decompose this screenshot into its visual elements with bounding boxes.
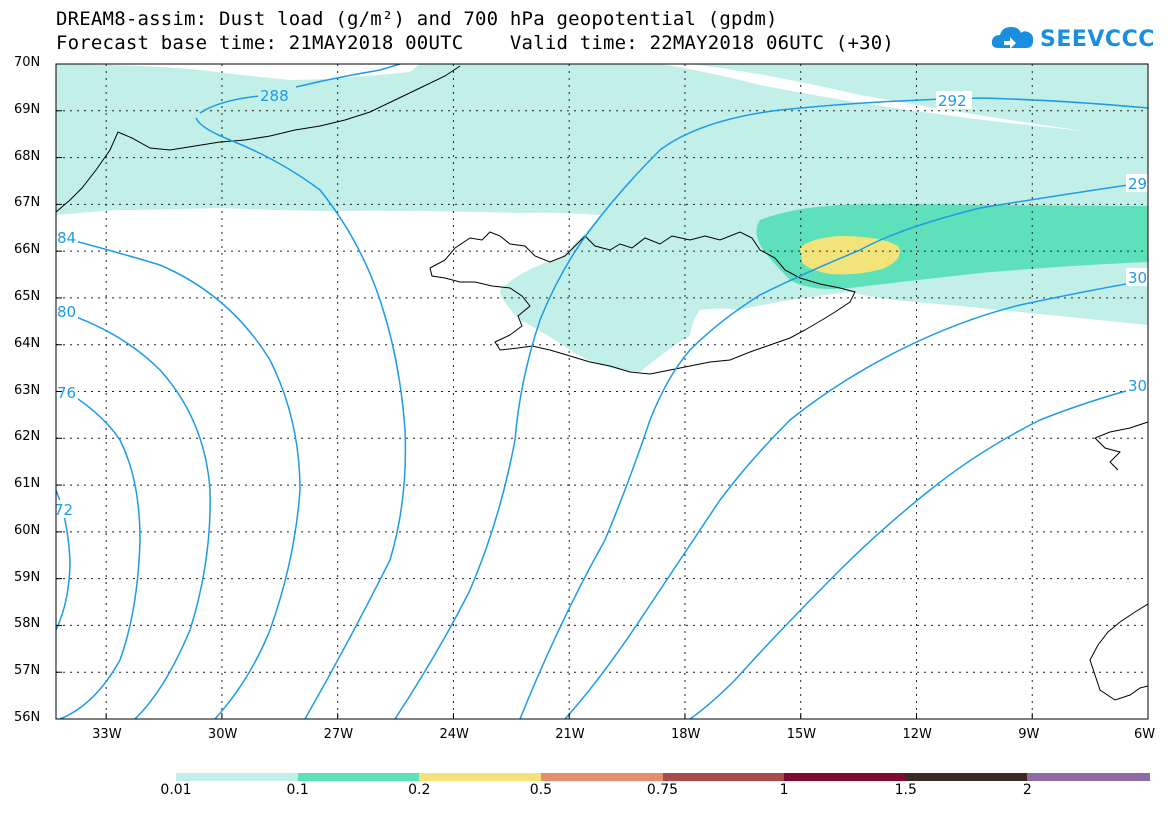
colorbar-swatch <box>662 773 785 781</box>
x-tick-label: 12W <box>902 727 932 742</box>
y-tick-label: 58N <box>14 616 41 632</box>
colorbar-swatch <box>540 773 663 781</box>
colorbar-label: 0.5 <box>529 782 553 798</box>
contour-296 <box>519 181 1148 719</box>
contour-label: 29 <box>1128 175 1147 193</box>
colorbar-swatch <box>905 773 1028 781</box>
y-tick-label: 62N <box>14 429 41 445</box>
y-tick-label: 70N <box>14 55 41 70</box>
y-tick-label: 65N <box>14 288 41 304</box>
contour-304 <box>689 384 1148 719</box>
x-tick-label: 27W <box>323 727 354 742</box>
contour-300 <box>564 279 1148 719</box>
y-tick-label: 59N <box>14 569 41 585</box>
contour-label: 30 <box>1128 377 1147 395</box>
contour-label: 292 <box>938 92 967 110</box>
dust-area-low <box>56 64 1148 372</box>
x-tick-label: 24W <box>439 727 469 742</box>
colorbar-label: 1 <box>779 782 789 798</box>
y-tick-label: 60N <box>14 522 41 538</box>
y-tick-label: 68N <box>14 148 41 164</box>
colorbar-label: 1.5 <box>894 782 917 798</box>
colorbar-label: 0.75 <box>646 782 679 798</box>
y-tick-label: 63N <box>14 382 41 398</box>
colorbar-swatch <box>419 773 542 781</box>
contour-label: 80 <box>57 303 76 321</box>
x-tick-label: 33W <box>92 727 122 742</box>
colorbar-label: 0.01 <box>160 782 192 798</box>
x-tick-label: 18W <box>670 727 701 742</box>
cloud-icon <box>990 22 1036 56</box>
x-tick-label: 21W <box>555 727 585 742</box>
map-subtitle: Forecast base time: 21MAY2018 00UTC Vali… <box>56 32 895 54</box>
contour-label: 30 <box>1128 269 1147 287</box>
y-tick-label: 64N <box>14 335 41 351</box>
colorbar-label: 2 <box>1022 782 1032 798</box>
contour-284 <box>56 235 301 719</box>
map-title: DREAM8-assim: Dust load (g/m²) and 700 h… <box>56 8 778 30</box>
colorbar-label: 0.2 <box>408 782 431 798</box>
contour-label: 76 <box>57 384 76 402</box>
coastline-iceland <box>429 231 856 375</box>
y-tick-label: 69N <box>14 101 41 117</box>
logo-text: SEEVCCC <box>1040 26 1155 52</box>
contour-276 <box>56 384 141 719</box>
x-tick-label: 9W <box>1018 727 1040 742</box>
contour-292 <box>394 97 1148 719</box>
colorbar-swatch <box>297 773 420 781</box>
x-tick-label: 6W <box>1134 727 1156 742</box>
contour-label: 72 <box>54 501 73 519</box>
y-tick-label: 66N <box>14 242 41 258</box>
y-tick-label: 57N <box>14 663 41 679</box>
colorbar-swatch <box>176 773 299 781</box>
contour-label: 288 <box>260 87 289 105</box>
colorbar-swatch <box>1027 773 1150 781</box>
x-tick-label: 15W <box>786 727 817 742</box>
contour-280 <box>56 309 211 719</box>
y-tick-label: 67N <box>14 195 41 211</box>
y-tick-label: 61N <box>14 476 41 492</box>
x-tick-label: 30W <box>207 727 238 742</box>
colorbar-swatch <box>784 773 907 781</box>
colorbar-label: 0.1 <box>286 782 309 798</box>
contour-label: 84 <box>57 229 76 247</box>
coastline-greenland <box>56 65 461 213</box>
seevccc-logo: SEEVCCC <box>990 22 1155 56</box>
coastline-norway <box>1089 421 1148 701</box>
y-tick-label: 56N <box>14 710 41 725</box>
